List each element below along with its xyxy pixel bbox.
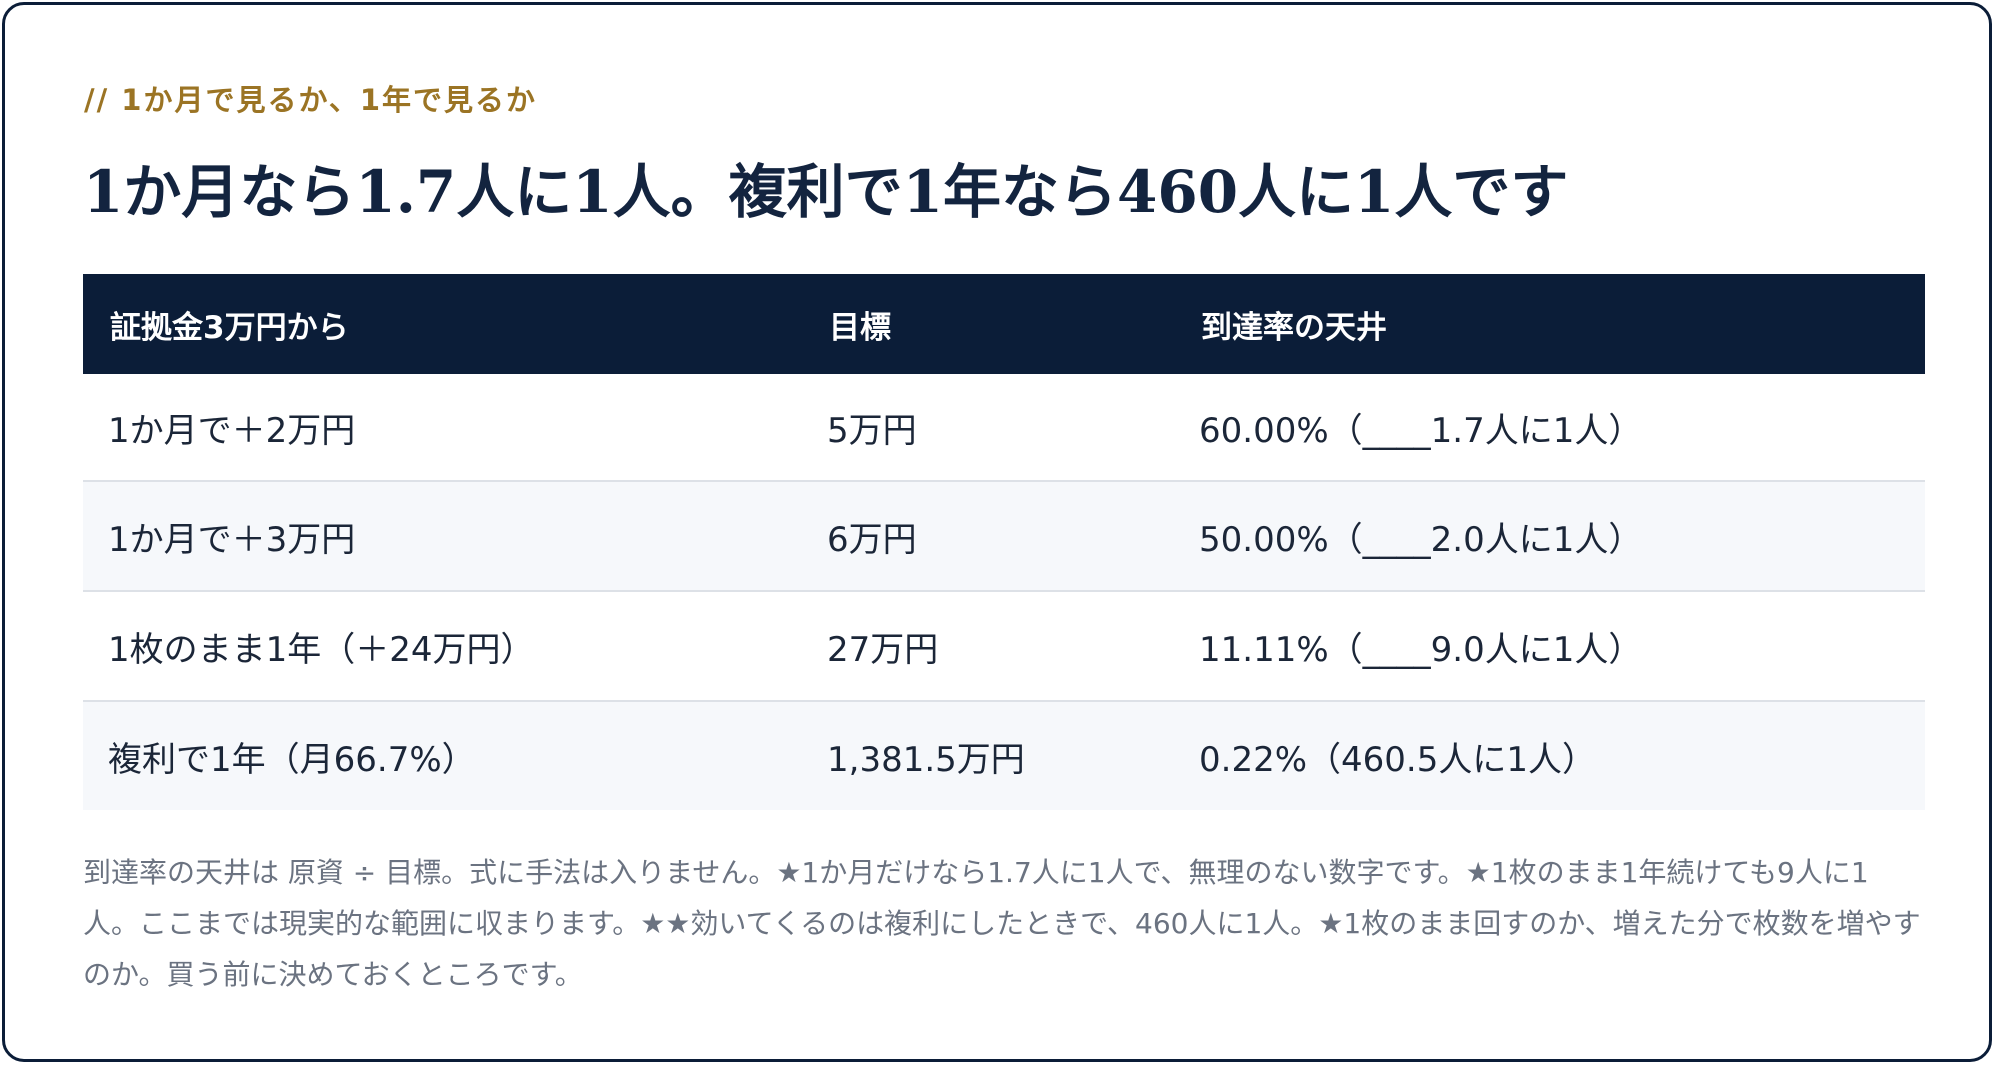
table-cell-rate: 0.22%（460.5人に1人）: [1174, 700, 1925, 810]
page-title: 1か月なら1.7人に1人。複利で1年なら460人に1人です: [83, 158, 1569, 226]
table-cell-rate: 11.11%（____9.0人に1人）: [1174, 590, 1925, 701]
explanatory-note: 到達率の天井は 原資 ÷ 目標。式に手法は入りません。★1か月だけなら1.7人に…: [83, 856, 1921, 991]
column-header-margin: 証拠金3万円から: [83, 274, 802, 374]
table-row: 複利で1年（月66.7%） 1,381.5万円 0.22%（460.5人に1人）: [83, 700, 1925, 810]
table-cell-scenario: 1か月で＋2万円: [108, 410, 356, 451]
table-cell-scenario: 1か月で＋3万円: [83, 480, 802, 591]
table-cell-target: 6万円: [802, 480, 1174, 591]
table-cell-target: 1,381.5万円: [802, 700, 1174, 810]
column-header-target: 目標: [802, 274, 1174, 374]
table-cell-rate: 60.00%（____1.7人に1人）: [1199, 410, 1643, 451]
table-cell-target: 5万円: [827, 410, 917, 451]
section-eyebrow: // 1か月で見るか、1年で見るか: [84, 83, 538, 117]
target-rate-table: 証拠金3万円から 目標 到達率の天井 1か月で＋2万円 5万円 60.00%（_…: [83, 274, 1925, 810]
table-header-row: 証拠金3万円から 目標 到達率の天井: [83, 274, 1925, 374]
table-cell-scenario: 複利で1年（月66.7%）: [83, 700, 802, 810]
table-cell-rate: 50.00%（____2.0人に1人）: [1174, 480, 1925, 591]
table-cell-scenario: 1枚のまま1年（＋24万円）: [83, 590, 802, 701]
table-row: 1か月で＋2万円 5万円 60.00%（____1.7人に1人）: [83, 374, 1925, 481]
table-cell-target: 27万円: [802, 590, 1174, 701]
table-row: 1枚のまま1年（＋24万円） 27万円 11.11%（____9.0人に1人）: [83, 590, 1925, 701]
table-row: 1か月で＋3万円 6万円 50.00%（____2.0人に1人）: [83, 480, 1925, 591]
column-header-rate-ceiling: 到達率の天井: [1174, 274, 1925, 374]
